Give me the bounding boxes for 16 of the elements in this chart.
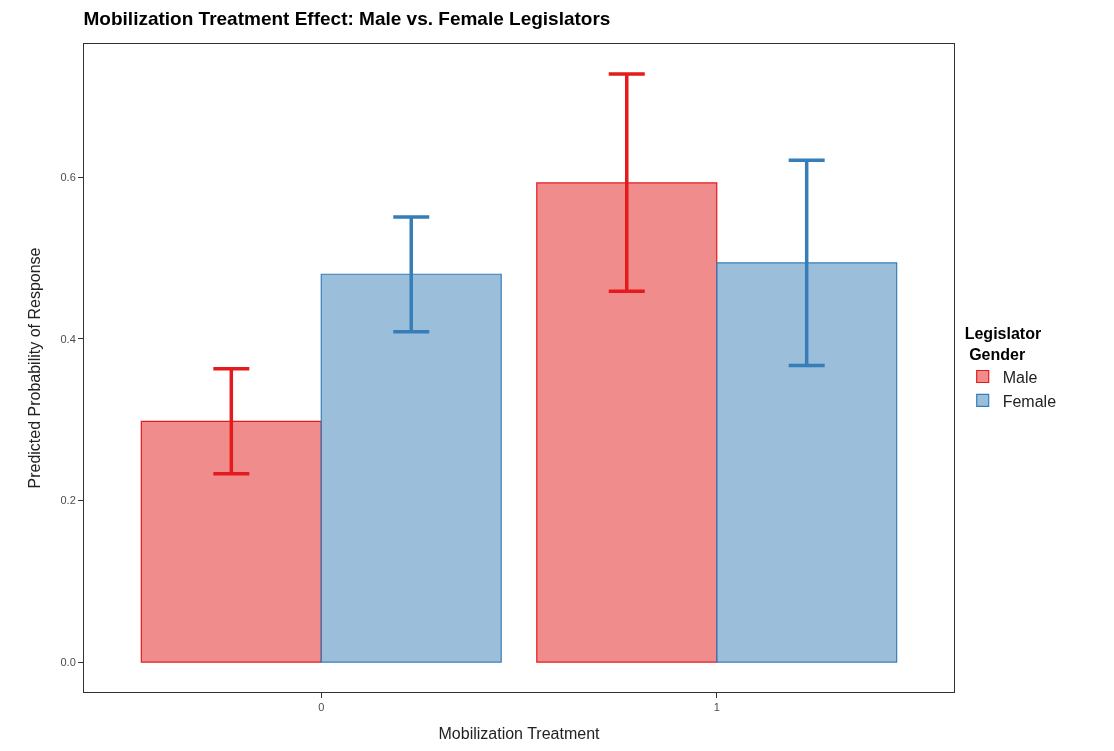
x-axis-title: Mobilization Treatment [438, 724, 601, 742]
y-tick-label: 0.6 [60, 171, 76, 184]
bar [320, 273, 502, 663]
chart-title: Mobilization Treatment Effect: Male vs. Female Legislators [83, 7, 611, 29]
bar [536, 182, 718, 663]
bar [716, 262, 898, 663]
y-tick-label: 0.4 [60, 332, 76, 345]
x-tick-label: 1 [713, 701, 720, 714]
y-tick-label: 0.2 [60, 494, 76, 507]
legend-label: Female [1002, 392, 1057, 410]
y-axis-title: Predicted Probability of Response [26, 247, 44, 489]
y-tick-label: 0.0 [60, 655, 76, 668]
legend-title: Legislator Gender [964, 324, 1042, 363]
legend-label: Male [1002, 368, 1038, 386]
x-tick-label: 0 [318, 701, 325, 714]
bar [140, 420, 322, 663]
